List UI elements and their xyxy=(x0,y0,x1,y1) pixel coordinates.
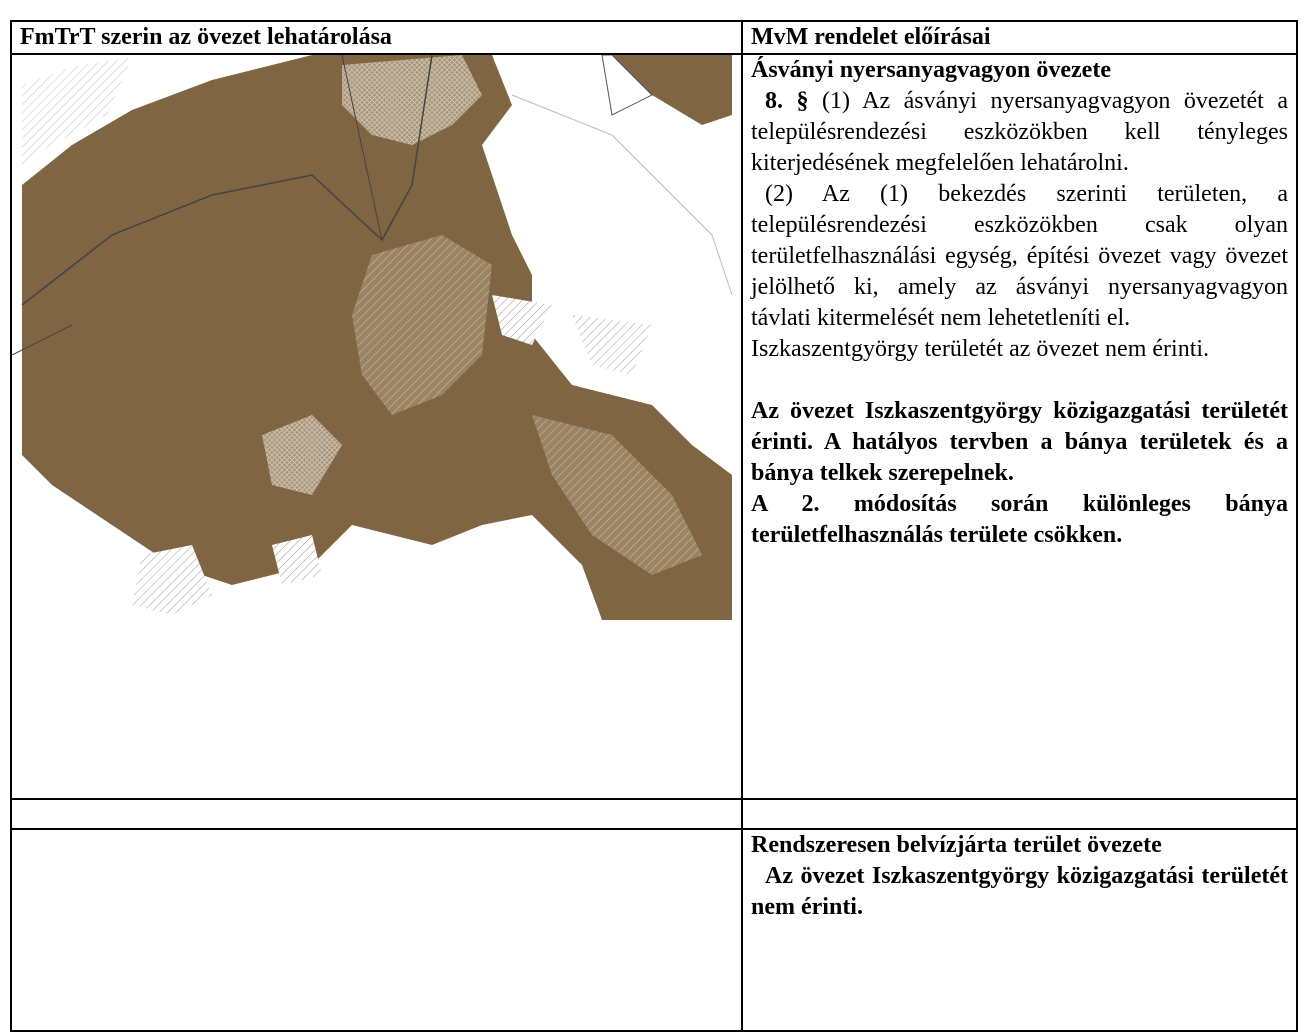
row: Ásványi nyersanyagvagyon övezete 8. § (1… xyxy=(10,53,1298,800)
map xyxy=(11,54,733,620)
note: Az övezet Iszkaszentgyörgy közigazgatási… xyxy=(751,863,1288,920)
paragraph: 8. § (1) Az ásványi nyersanyagvagyon öve… xyxy=(751,86,1288,179)
text-cell: Ásványi nyersanyagvagyon övezete 8. § (1… xyxy=(741,53,1298,800)
paragraph: (2) Az (1) bekezdés szerinti területen, … xyxy=(751,181,1288,331)
map-cell xyxy=(10,53,743,800)
paragraph: Iszkaszentgyörgy területét az övezet nem… xyxy=(751,336,1210,362)
text-cell: Rendszeresen belvízjárta terület övezete… xyxy=(741,828,1298,1032)
table: FmTrT szerin az övezet lehatárolása MvM … xyxy=(10,20,1298,1032)
empty-cell xyxy=(10,828,743,1032)
row xyxy=(10,798,1298,830)
header-row: FmTrT szerin az övezet lehatárolása MvM … xyxy=(10,20,1298,55)
header-cell: FmTrT szerin az övezet lehatárolása xyxy=(10,20,743,55)
section-title: Ásványi nyersanyagvagyon övezete xyxy=(751,57,1111,83)
paragraph-lead: 8. § xyxy=(765,88,809,114)
section-title: Rendszeresen belvízjárta terület övezete xyxy=(751,832,1162,858)
row: Rendszeresen belvízjárta terület övezete… xyxy=(10,828,1298,1032)
note: Az övezet Iszkaszentgyörgy közigazgatási… xyxy=(751,398,1288,486)
page: FmTrT szerin az övezet lehatárolása MvM … xyxy=(10,20,1298,1032)
header-cell: MvM rendelet előírásai xyxy=(741,20,1298,55)
paragraph-text: (1) Az ásványi nyersanyagvagyon övezetét… xyxy=(751,88,1288,176)
note: A 2. módosítás során különleges bánya te… xyxy=(751,491,1288,548)
